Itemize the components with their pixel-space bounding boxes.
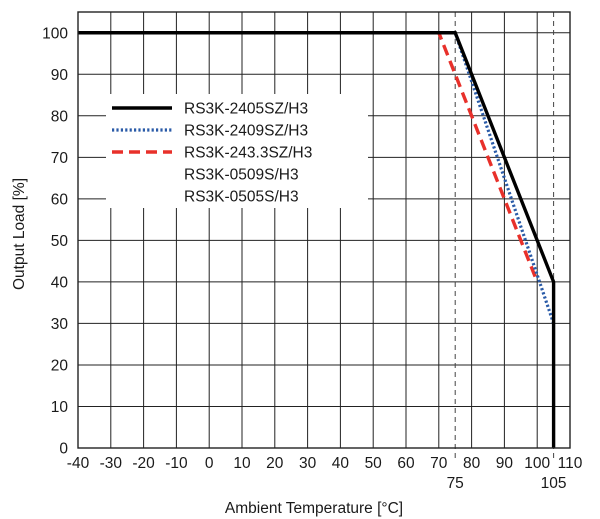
y-tick-label: 10 [51,399,69,416]
x-tick-label: 10 [233,455,251,472]
y-tick-label: 90 [51,67,69,84]
series-lines [78,31,556,448]
x-tick-label: -40 [67,455,90,472]
x-tick-label: -30 [100,455,123,472]
legend-label: RS3K-2409SZ/H3 [184,123,308,140]
temperature-markers [454,12,555,462]
series-line [78,31,556,448]
x-tick-label: 60 [397,455,415,472]
y-tick-label: 0 [59,441,68,458]
y-axis-label: Output Load [%] [11,178,28,290]
series-line [78,31,556,324]
y-tick-label: 40 [51,274,69,291]
x-tick-label: 100 [524,455,550,472]
x-tick-label: 0 [205,455,214,472]
grid [78,12,570,448]
legend: RS3K-2405SZ/H3 RS3K-2409SZ/H3 RS3K-243.3SZ… [112,101,312,206]
x-axis-label: Ambient Temperature [°C] [225,500,403,517]
x-tick-label: -10 [165,455,188,472]
legend-label: RS3K-2405SZ/H3 [184,101,308,118]
x-tick-label: 20 [266,455,284,472]
legend-label: RS3K-0509S/H3 [184,167,299,184]
y-tick-label: 50 [51,233,69,250]
x-tick-label: -20 [132,455,155,472]
legend-label: RS3K-0505S/H3 [184,189,299,206]
y-tick-label: 100 [42,25,68,42]
legend-label: RS3K-243.3SZ/H3 [184,145,312,162]
plot-frame [77,11,571,449]
x-tick-label: 40 [332,455,350,472]
y-tick-label: 30 [51,316,69,333]
x-tick-label: 30 [299,455,317,472]
x-axis-ticks: -40 -30 -20 -10 0 10 20 30 40 50 60 70 75 80 90 100 105 1… [67,455,583,492]
x-tick-label: 80 [463,455,481,472]
x-tick-label: 90 [496,455,514,472]
y-axis-ticks: 0 10 20 30 40 50 60 70 80 90 100 [42,25,68,457]
y-tick-label: 60 [51,191,69,208]
x-tick-label: 75 [447,475,464,492]
x-tick-label: 70 [430,455,448,472]
x-tick-label: 105 [541,475,567,492]
y-tick-label: 70 [51,150,69,167]
y-tick-label: 20 [51,357,69,374]
x-tick-label: 50 [365,455,383,472]
y-tick-label: 80 [51,108,69,125]
x-tick-label: 110 [558,455,583,472]
